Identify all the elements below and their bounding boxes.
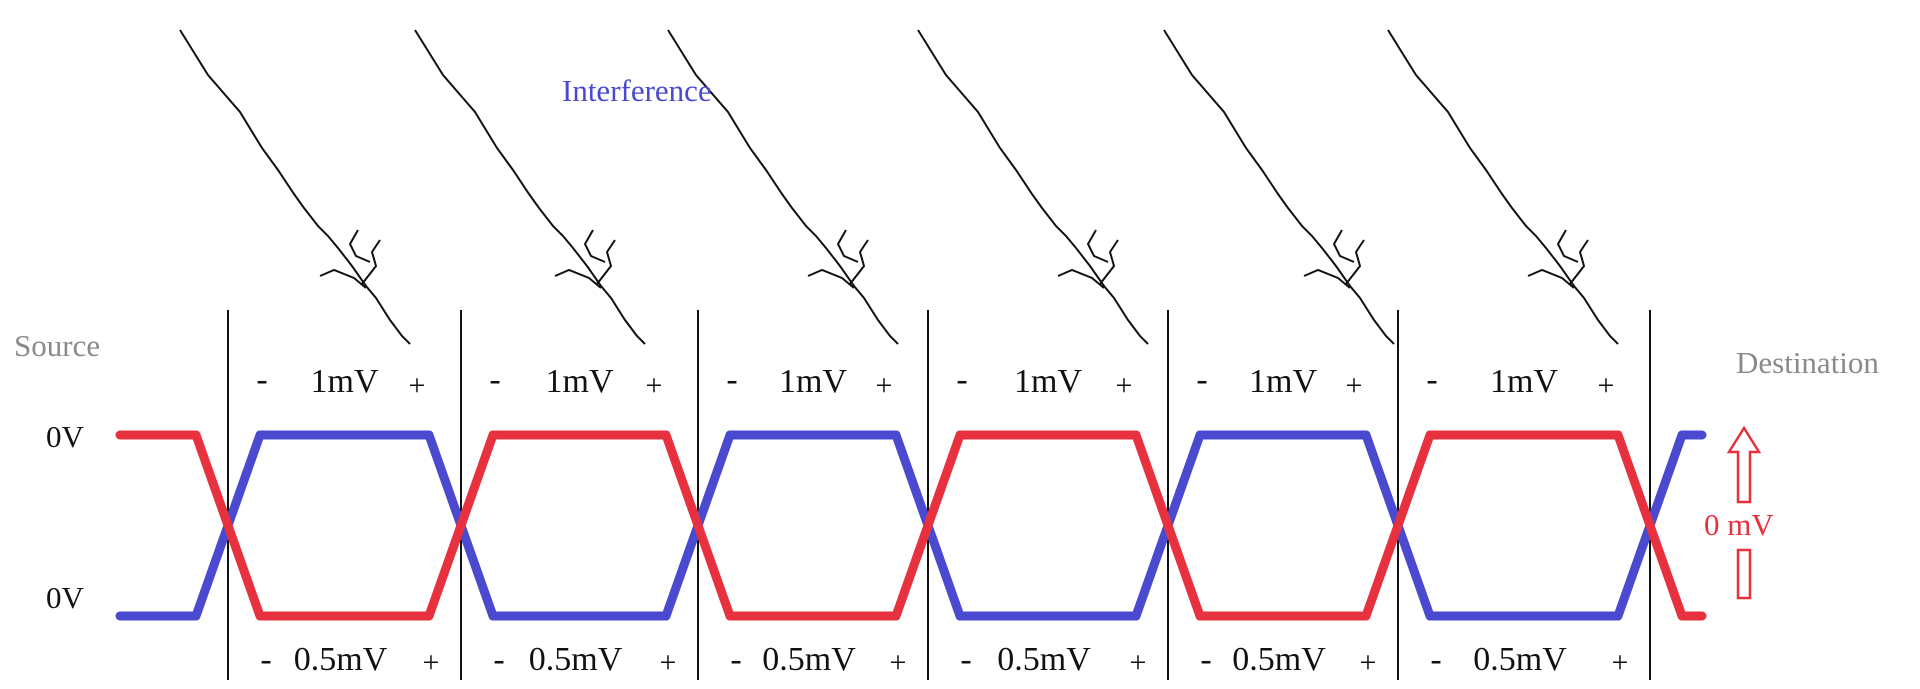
lightning-fork-icon	[1569, 239, 1589, 285]
bottom-minus-sign: -	[960, 641, 971, 678]
wire-red	[115, 430, 1707, 621]
bottom-minus-sign: -	[1430, 641, 1441, 678]
lightning-fork-icon	[1527, 268, 1575, 289]
lightning-fork-icon	[583, 229, 606, 263]
bottom-minus-sign: -	[260, 641, 271, 678]
lightning-bolt-icon	[179, 29, 411, 345]
source-label: Source	[14, 328, 100, 363]
lightning-fork-icon	[1303, 268, 1351, 289]
bottom-plus-sign: +	[660, 646, 677, 679]
lightning-fork-icon	[1057, 268, 1105, 289]
differential-indicator: 0 mV	[1704, 425, 1774, 600]
segment-dividers	[227, 310, 1651, 680]
wire-blue	[115, 430, 1707, 621]
down-bar-icon	[1736, 548, 1752, 600]
bottom-minus-sign: -	[730, 641, 741, 678]
top-minus-sign: -	[489, 361, 500, 398]
lightning-fork-icon	[1332, 229, 1355, 263]
top-plus-sign: +	[646, 369, 663, 402]
lightning-bolt-icon	[667, 29, 899, 345]
top-voltage-value: 1mV	[1249, 363, 1317, 400]
top-level-label: 0V	[46, 419, 85, 454]
lightning-fork-icon	[1099, 239, 1119, 285]
bottom-voltage-value: 0.5mV	[1232, 641, 1326, 678]
lightning-fork-icon	[1556, 229, 1579, 263]
bottom-plus-sign: +	[423, 646, 440, 679]
lightning-fork-icon	[361, 239, 381, 285]
lightning-fork-icon	[1345, 239, 1365, 285]
interference-bolts	[179, 29, 1619, 345]
bottom-voltage-value: 0.5mV	[997, 641, 1091, 678]
bottom-minus-sign: -	[493, 641, 504, 678]
lightning-fork-icon	[836, 229, 859, 263]
bottom-minus-sign: -	[1200, 641, 1211, 678]
top-voltage-value: 1mV	[779, 363, 847, 400]
interference-label: Interference	[562, 73, 712, 108]
top-voltage-value: 1mV	[1014, 363, 1082, 400]
top-minus-sign: -	[256, 361, 267, 398]
segment-voltage-labels: -1mV +- 0.5mV +- 1mV +- 0.5mV +- 1mV +- 0.5mV +- 1mV…	[256, 361, 1628, 679]
lightning-fork-icon	[596, 239, 616, 285]
top-minus-sign: -	[956, 361, 967, 398]
top-voltage-value: 1mV	[1490, 363, 1558, 400]
lightning-bolt-icon	[1163, 29, 1395, 345]
lightning-fork-icon	[807, 268, 855, 289]
top-voltage-value: 1mV	[311, 363, 379, 400]
bottom-voltage-value: 0.5mV	[1473, 641, 1567, 678]
top-minus-sign: -	[726, 361, 737, 398]
lightning-bolt-icon	[1387, 29, 1619, 345]
lightning-fork-icon	[348, 229, 371, 263]
up-arrow-icon	[1726, 425, 1762, 504]
top-voltage-value: 1mV	[546, 363, 614, 400]
top-minus-sign: -	[1196, 361, 1207, 398]
differential-value: 0 mV	[1704, 507, 1774, 542]
top-plus-sign: +	[1346, 369, 1363, 402]
lightning-fork-icon	[849, 239, 869, 285]
lightning-fork-icon	[319, 268, 367, 289]
bottom-plus-sign: +	[1360, 646, 1377, 679]
lightning-bolt-icon	[414, 29, 646, 345]
destination-label: Destination	[1736, 345, 1879, 380]
bottom-voltage-value: 0.5mV	[762, 641, 856, 678]
top-minus-sign: -	[1426, 361, 1437, 398]
top-plus-sign: +	[1598, 369, 1615, 402]
bottom-level-label: 0V	[46, 580, 85, 615]
lightning-fork-icon	[554, 268, 602, 289]
bottom-voltage-value: 0.5mV	[294, 641, 388, 678]
bottom-plus-sign: +	[1130, 646, 1147, 679]
lightning-fork-icon	[1086, 229, 1109, 263]
top-plus-sign: +	[1116, 369, 1133, 402]
top-plus-sign: +	[409, 369, 426, 402]
bottom-voltage-value: 0.5mV	[529, 641, 623, 678]
bottom-plus-sign: +	[1612, 646, 1629, 679]
bottom-plus-sign: +	[890, 646, 907, 679]
lightning-bolt-icon	[917, 29, 1149, 345]
top-plus-sign: +	[876, 369, 893, 402]
